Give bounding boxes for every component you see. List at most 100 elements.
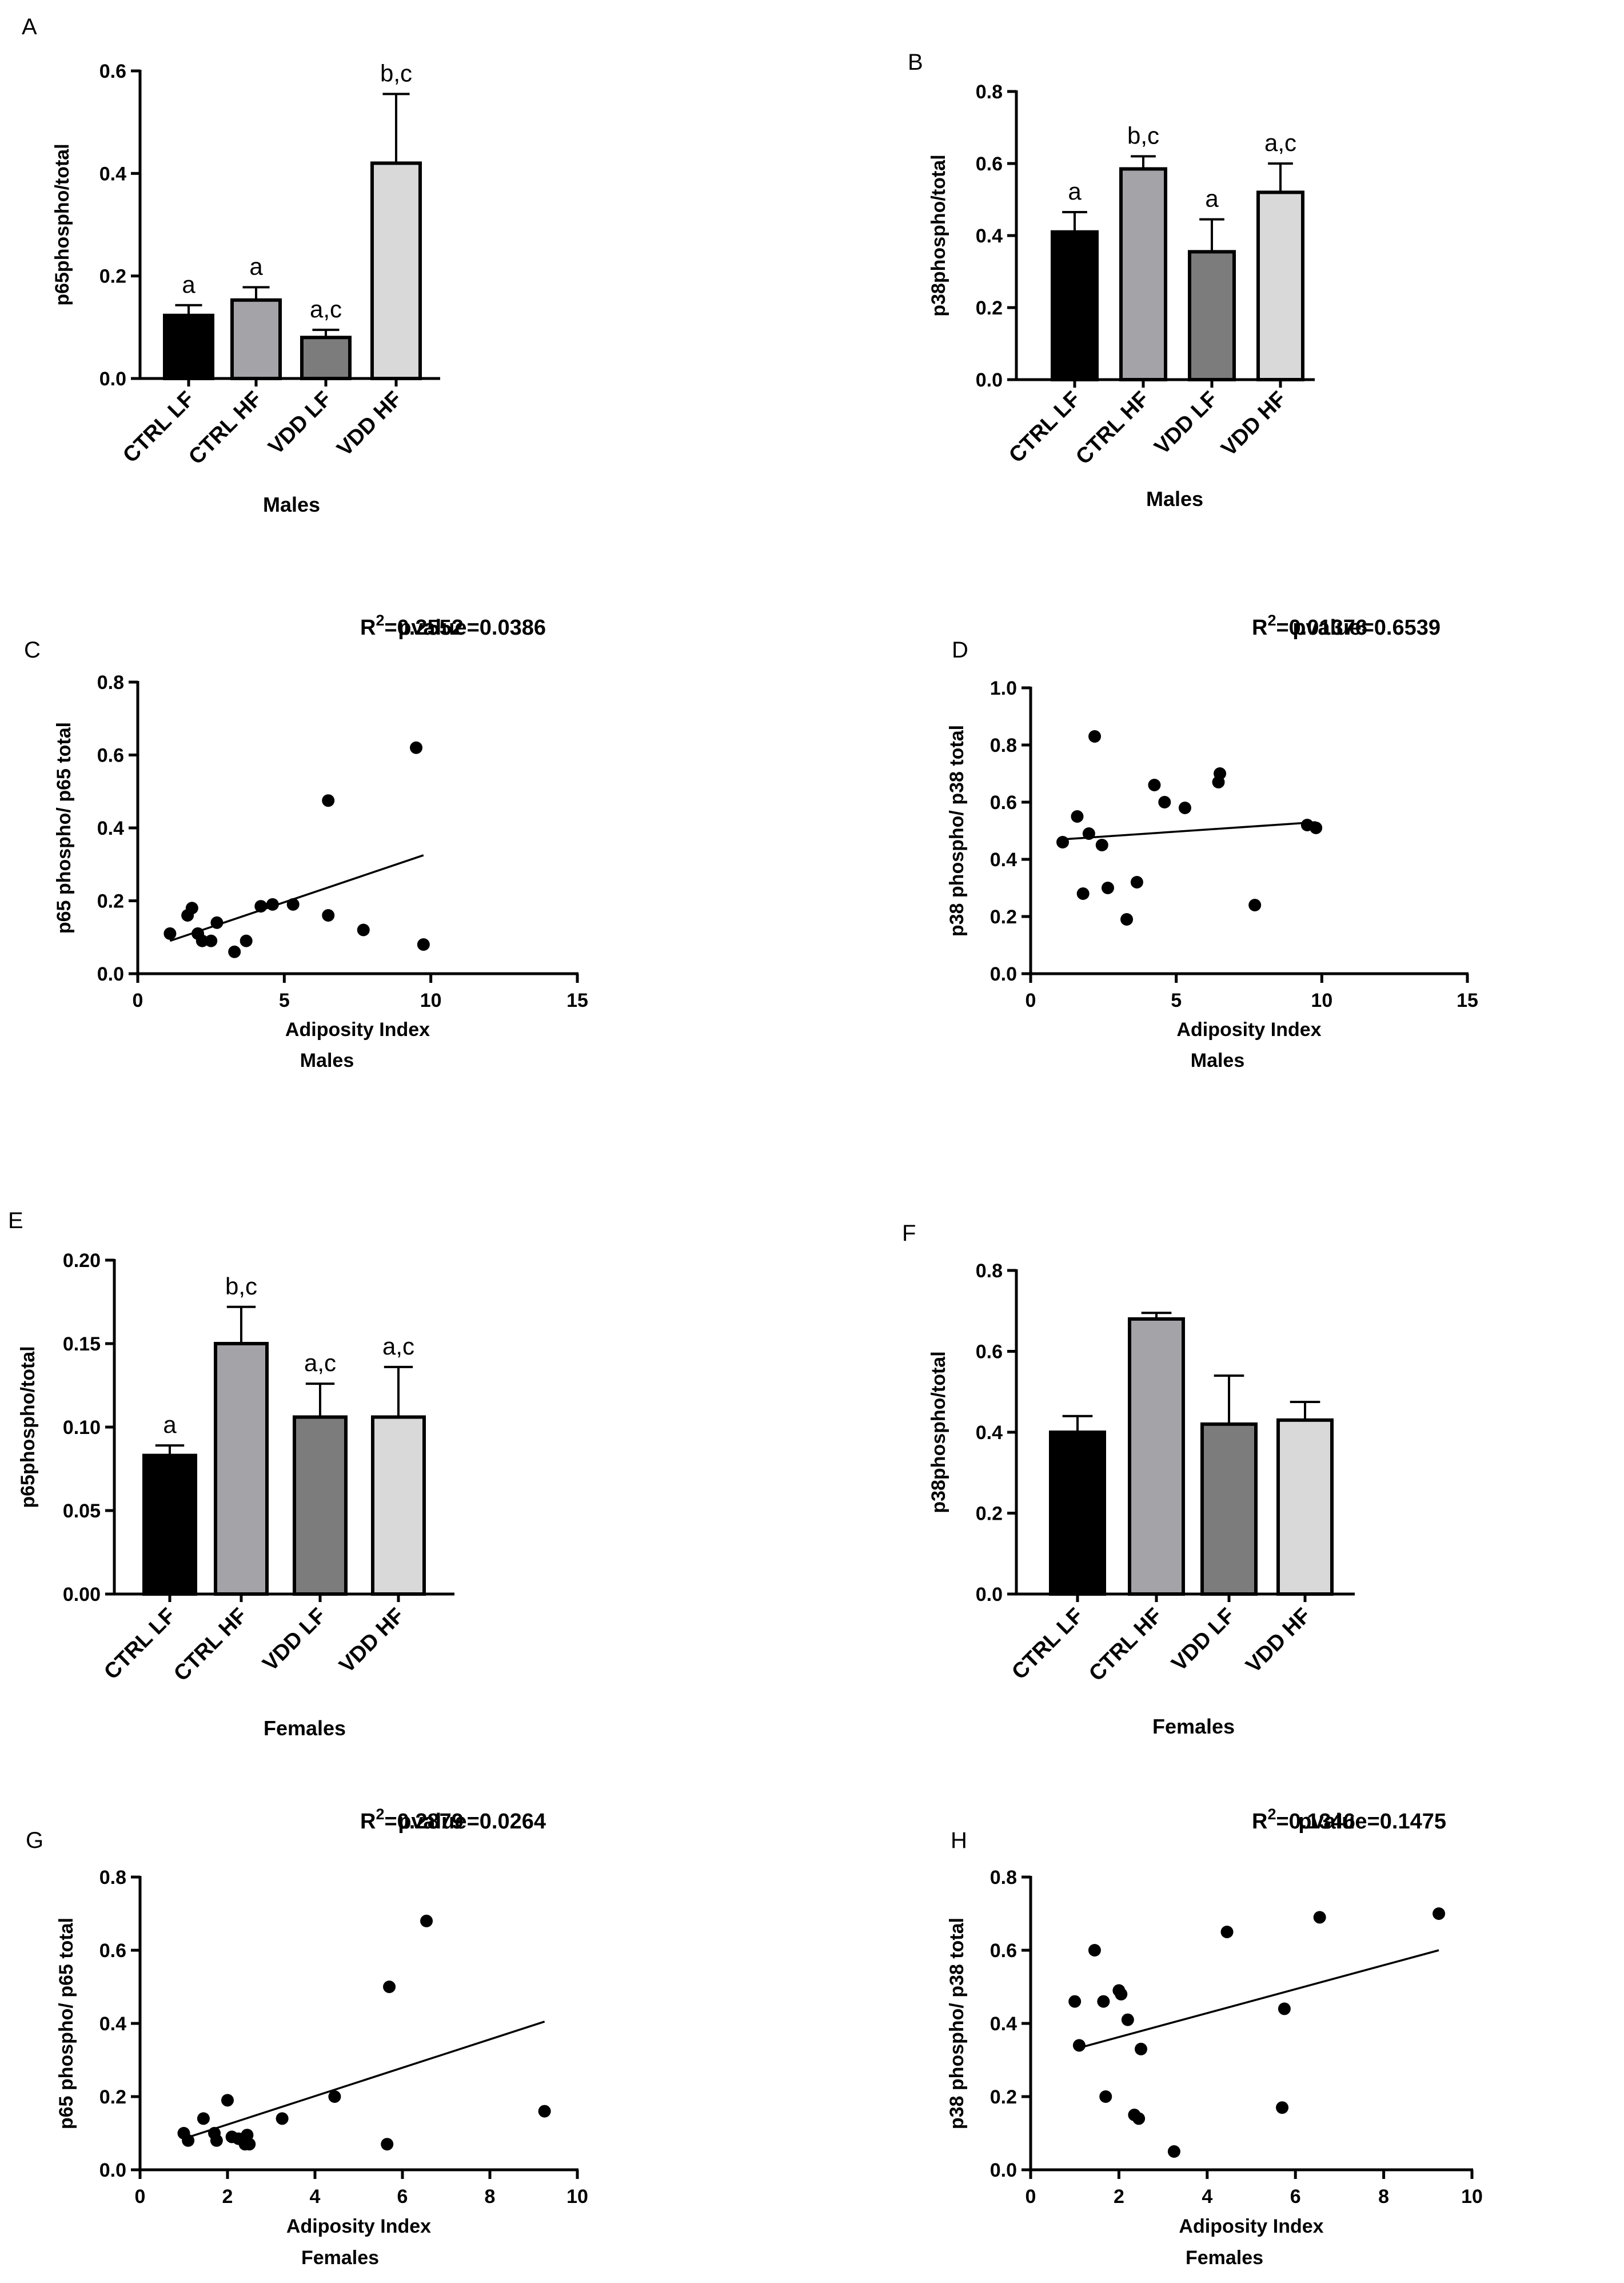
panel-letter: B bbox=[908, 50, 923, 75]
data-point bbox=[1132, 2112, 1146, 2125]
y-tick-label: 0.0 bbox=[976, 1584, 1003, 1605]
x-tick-label: 15 bbox=[1457, 990, 1478, 1011]
y-tick-label: 0.2 bbox=[976, 1503, 1003, 1525]
bar bbox=[1128, 1317, 1185, 1596]
data-point bbox=[1313, 1911, 1326, 1924]
x-tick-label: 2 bbox=[222, 2186, 233, 2208]
p-value-label: pvalue=0.6539 bbox=[1292, 616, 1441, 640]
y-tick-label: 0.2 bbox=[97, 891, 124, 913]
x-tick-label: 0 bbox=[1026, 2186, 1036, 2208]
bar bbox=[214, 1342, 269, 1596]
y-tick-label: 0.8 bbox=[990, 1867, 1017, 1888]
bar bbox=[300, 336, 352, 380]
y-tick-label: 0.4 bbox=[97, 818, 124, 839]
data-point bbox=[163, 927, 177, 940]
y-tick-label: 0.0 bbox=[990, 2160, 1017, 2181]
y-axis-title: p65phospho/total bbox=[51, 144, 73, 305]
y-tick-label: 0.6 bbox=[99, 1940, 126, 1962]
y-axis-title: p65 phospho/ p65 total bbox=[53, 722, 75, 934]
data-point bbox=[417, 938, 430, 951]
bar bbox=[1256, 190, 1304, 381]
p-value-label: pvalue=0.0386 bbox=[398, 616, 546, 640]
data-point bbox=[240, 934, 253, 947]
data-point bbox=[266, 898, 279, 911]
x-axis-title: Adiposity Index bbox=[1179, 2216, 1323, 2237]
data-point bbox=[1178, 802, 1191, 814]
r-squared-superscript: 2 bbox=[376, 1806, 384, 1823]
category-label: CTRL HF bbox=[184, 387, 266, 469]
data-point bbox=[1433, 1907, 1446, 1920]
bar bbox=[371, 1415, 426, 1596]
significance-label: b,c bbox=[1127, 122, 1159, 149]
y-tick-label: 0.2 bbox=[990, 2086, 1017, 2108]
group-label: Males bbox=[300, 1050, 354, 1071]
category-label: VDD HF bbox=[1242, 1604, 1316, 1678]
data-point bbox=[1099, 2090, 1112, 2103]
panel-h: H 0.0 0.2 0.4 0.6 0.8 p38 phospho/ p38 total 0 2… bbox=[946, 1806, 1483, 2269]
r-squared-superscript: 2 bbox=[1267, 1806, 1276, 1823]
data-point bbox=[210, 2134, 223, 2147]
y-tick-label: 0.4 bbox=[990, 2013, 1017, 2035]
regression-line bbox=[183, 2021, 545, 2140]
category-label: VDD HF bbox=[1217, 387, 1291, 461]
significance-label: a bbox=[1205, 185, 1219, 212]
y-tick-label: 0.0 bbox=[97, 963, 124, 985]
bar bbox=[142, 1453, 197, 1596]
y-tick-label: 0.2 bbox=[99, 266, 126, 288]
group-label: Males bbox=[263, 493, 320, 516]
r-squared-symbol: R bbox=[360, 1810, 376, 1834]
y-tick-label: 0.10 bbox=[63, 1417, 101, 1439]
r-squared-value: =0.2879 bbox=[384, 1810, 463, 1834]
y-tick-label: 0.0 bbox=[976, 369, 1003, 391]
panel-f: F 0.0 0.2 0.4 0.6 0.8 p38phospho/total CTRL LFC… bbox=[902, 1221, 1355, 1738]
y-tick-label: 0.6 bbox=[976, 153, 1003, 175]
y-axis-title: p65 phospho/ p65 total bbox=[55, 1918, 77, 2129]
category-label: VDD LF bbox=[258, 1604, 331, 1676]
data-point bbox=[381, 2138, 394, 2151]
data-point bbox=[228, 945, 241, 958]
significance-label: a bbox=[182, 271, 195, 298]
data-point bbox=[195, 934, 209, 947]
category-label: VDD HF bbox=[333, 387, 407, 461]
data-point bbox=[1120, 913, 1134, 926]
x-tick-label: 10 bbox=[566, 2186, 588, 2208]
category-label: VDD LF bbox=[1150, 387, 1223, 460]
group-label: Males bbox=[1191, 1050, 1245, 1071]
y-axis-title: p38 phospho/ p38 total bbox=[946, 1918, 968, 2129]
x-tick-label: 15 bbox=[566, 990, 588, 1011]
data-point bbox=[182, 2134, 195, 2147]
category-label: CTRL HF bbox=[169, 1604, 252, 1686]
panel-b: B 0.0 0.2 0.4 0.6 0.8 p38phospho/total a CTRL LF… bbox=[908, 50, 1315, 511]
bar bbox=[293, 1415, 348, 1596]
y-tick-label: 0.0 bbox=[99, 2160, 126, 2181]
data-point bbox=[1097, 1995, 1110, 2008]
category-label: CTRL HF bbox=[1071, 387, 1154, 469]
data-point bbox=[286, 898, 300, 911]
significance-label: a,c bbox=[310, 296, 342, 322]
panel-letter: D bbox=[952, 638, 968, 663]
data-point bbox=[1088, 1944, 1101, 1957]
group-label: Males bbox=[1146, 487, 1203, 511]
x-axis-title: Adiposity Index bbox=[1176, 1019, 1321, 1041]
y-tick-label: 1.0 bbox=[990, 678, 1017, 699]
x-tick-label: 8 bbox=[1378, 2186, 1389, 2208]
x-tick-label: 10 bbox=[1311, 990, 1332, 1011]
x-tick-label: 4 bbox=[310, 2186, 321, 2208]
bar bbox=[370, 161, 422, 380]
data-point bbox=[1101, 882, 1114, 894]
data-point bbox=[254, 900, 268, 913]
y-tick-label: 0.2 bbox=[990, 906, 1017, 928]
y-tick-label: 0.0 bbox=[99, 368, 126, 390]
bar bbox=[230, 298, 282, 380]
bar bbox=[1200, 1422, 1258, 1596]
r-squared-value: =0.2552 bbox=[384, 616, 463, 640]
data-point bbox=[322, 794, 335, 807]
data-point bbox=[1135, 2042, 1147, 2055]
panel-d: D 0.0 0.2 0.4 0.6 0.8 1.0 p38 phospho/ p38 tota… bbox=[946, 612, 1478, 1071]
data-point bbox=[276, 2112, 289, 2125]
bar bbox=[1049, 1431, 1106, 1596]
r-squared-symbol: R bbox=[1252, 616, 1267, 640]
panel-g: G 0.0 0.2 0.4 0.6 0.8 p65 phospho/ p65 total 0 2… bbox=[26, 1806, 588, 2269]
y-tick-label: 0.20 bbox=[63, 1250, 101, 1272]
category-label: VDD LF bbox=[1167, 1604, 1240, 1676]
